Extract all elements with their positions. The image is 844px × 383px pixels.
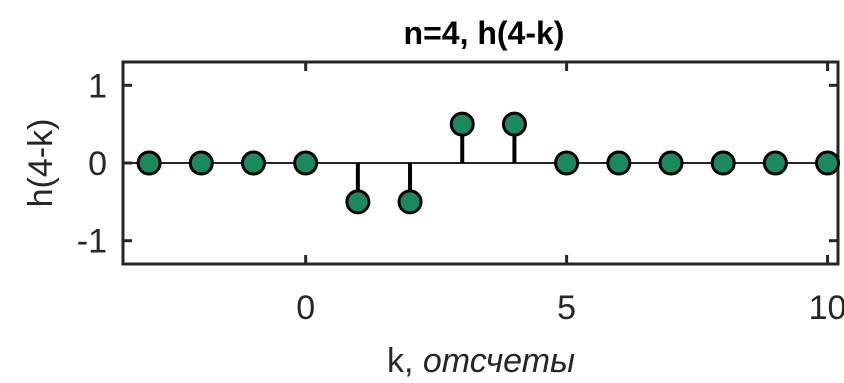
axis-ticks: 0 5 10 -1 0 1: [77, 62, 844, 327]
y-axis-label: h(4-k): [22, 119, 60, 208]
x-axis-label-prefix: k,: [387, 342, 423, 380]
x-axis-label-italic: отсчеты: [423, 342, 575, 380]
stem-marker-point: [815, 150, 841, 176]
chart-title: n=4, h(4-k): [404, 15, 565, 51]
y-tick-label: -1: [77, 223, 107, 261]
stem-marker-point: [554, 150, 580, 176]
stem-marker-point: [606, 150, 632, 176]
x-tick-label: 10: [809, 289, 844, 327]
stem-marker-point: [240, 150, 266, 176]
stem-marker-point: [293, 150, 319, 176]
x-axis-label: k, отсчеты: [387, 342, 575, 380]
stem-markers: [136, 111, 841, 215]
x-tick-label: 5: [557, 289, 576, 327]
stem-marker-point: [136, 150, 162, 176]
stem-marker-point: [397, 189, 423, 215]
stem-marker-point: [762, 150, 788, 176]
stem-marker-point: [710, 150, 736, 176]
stem-marker-point: [658, 150, 684, 176]
x-tick-label: 0: [296, 289, 315, 327]
stem-marker-point: [345, 189, 371, 215]
stem-marker-point: [449, 111, 475, 137]
y-tick-label: 0: [88, 145, 107, 183]
stem-marker-point: [188, 150, 214, 176]
y-tick-label: 1: [88, 67, 107, 105]
stem-marker-point: [501, 111, 527, 137]
